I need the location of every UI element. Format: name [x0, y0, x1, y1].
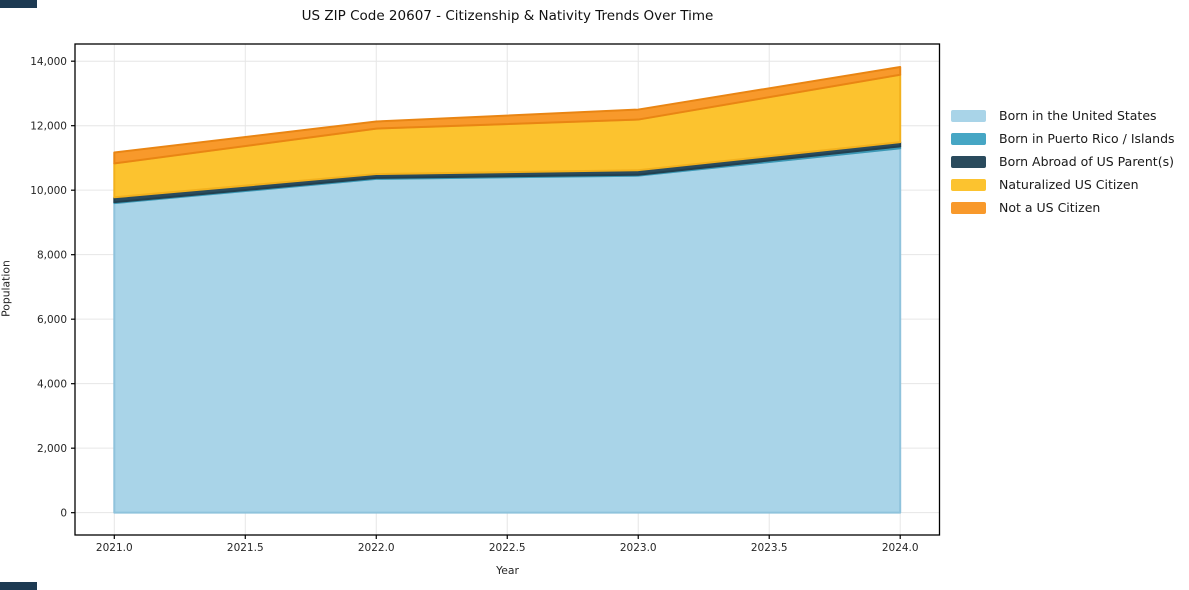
y-tick-label: 10,000 — [30, 185, 67, 197]
chart-title: US ZIP Code 20607 - Citizenship & Nativi… — [301, 8, 714, 24]
y-tick-label: 6,000 — [37, 314, 67, 326]
legend-item-2: Born Abroad of US Parent(s) — [951, 150, 1175, 173]
legend-label: Not a US Citizen — [999, 200, 1101, 215]
legend-label: Born in Puerto Rico / Islands — [999, 131, 1175, 146]
legend: Born in the United States Born in Puerto … — [951, 104, 1175, 219]
y-tick-label: 12,000 — [30, 120, 67, 132]
corner-artifact-bottom-left — [0, 582, 37, 590]
y-axis-title: Population — [0, 260, 13, 317]
corner-artifact-top-left — [0, 0, 37, 8]
tick-marks — [71, 60, 901, 539]
x-tick-label: 2024.0 — [882, 542, 919, 554]
y-tick-label: 8,000 — [37, 249, 67, 261]
legend-item-0: Born in the United States — [951, 104, 1175, 127]
legend-item-1: Born in Puerto Rico / Islands — [951, 127, 1175, 150]
y-tick-label: 2,000 — [37, 443, 67, 455]
legend-swatch-icon — [951, 109, 986, 122]
legend-label: Born in the United States — [999, 108, 1157, 123]
x-tick-label: 2021.0 — [96, 542, 133, 554]
x-tick-label: 2022.5 — [489, 542, 526, 554]
legend-item-4: Not a US Citizen — [951, 196, 1175, 219]
plot-border — [74, 43, 941, 536]
y-tick-label: 0 — [60, 507, 67, 519]
x-tick-label: 2023.5 — [751, 542, 788, 554]
x-tick-label: 2023.0 — [620, 542, 657, 554]
legend-label: Born Abroad of US Parent(s) — [999, 154, 1174, 169]
area-band-0 — [113, 147, 902, 514]
y-tick-label: 14,000 — [30, 56, 67, 68]
legend-swatch-icon — [951, 201, 986, 214]
y-tick-label: 4,000 — [37, 378, 67, 390]
legend-item-3: Naturalized US Citizen — [951, 173, 1175, 196]
legend-swatch-icon — [951, 155, 986, 168]
legend-swatch-icon — [951, 132, 986, 145]
legend-label: Naturalized US Citizen — [999, 177, 1139, 192]
x-tick-label: 2022.0 — [358, 542, 395, 554]
legend-swatch-icon — [951, 178, 986, 191]
area-bands — [113, 65, 902, 514]
tick-labels: 0 2,000 4,000 6,000 8,000 10,000 12,000 14,000 2… — [30, 56, 918, 554]
area-band-4 — [113, 65, 902, 165]
x-tick-label: 2021.5 — [227, 542, 264, 554]
x-axis-title: Year — [496, 564, 519, 577]
